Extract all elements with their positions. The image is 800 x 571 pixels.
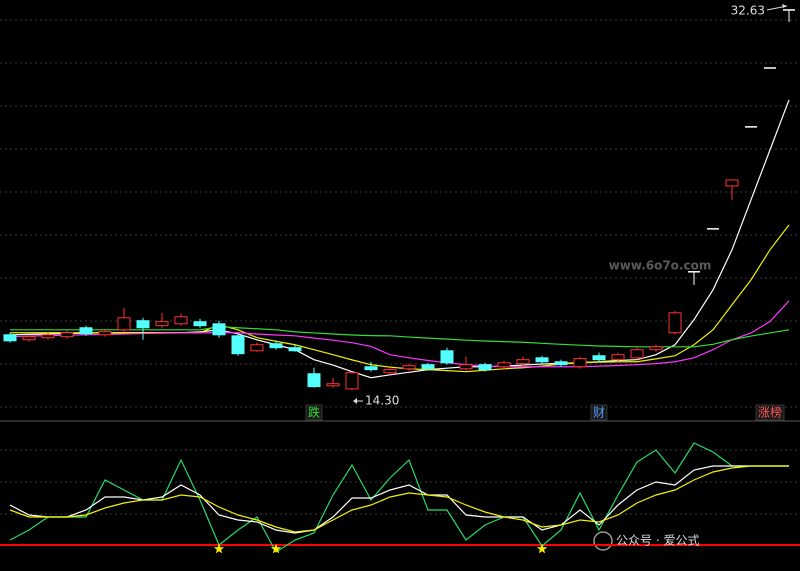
candle-body [459, 364, 473, 370]
indicator-line [10, 224, 790, 373]
grid [0, 19, 800, 515]
candle-body [573, 358, 587, 368]
candle-body [554, 361, 568, 366]
candle-body [516, 359, 530, 365]
high-arrow-head [782, 4, 787, 8]
candle-body [402, 365, 416, 370]
candle-body [117, 317, 131, 331]
candle-body [326, 383, 340, 387]
candle-body [630, 349, 644, 359]
star-marker [213, 543, 225, 554]
star-marker [270, 543, 282, 554]
candle-body [440, 350, 454, 364]
candle-body [497, 362, 511, 368]
candle-body [269, 343, 283, 349]
candle-body [383, 369, 397, 374]
candle-body [193, 321, 207, 327]
candle-body [136, 320, 150, 329]
star-marker [536, 543, 548, 554]
signal-label: 跌 [308, 405, 320, 420]
signal-label: 财 [593, 406, 605, 420]
candle-body [725, 179, 739, 187]
candle-body [288, 347, 302, 352]
indicator-line [9, 442, 789, 553]
candle-body [535, 357, 549, 363]
candle-body [649, 346, 663, 351]
candle-body [174, 316, 188, 325]
candle-body [60, 332, 74, 338]
candle-body [155, 321, 169, 327]
low-label: 14.30 [365, 394, 399, 408]
candle-body [592, 355, 606, 361]
candle-body [98, 331, 112, 336]
candle-body [668, 312, 682, 334]
candle-body [478, 364, 492, 371]
candle-body [421, 364, 435, 370]
signal-box [755, 404, 785, 421]
watermark: 公众号 · 爱公式 [616, 534, 699, 548]
signal-label: 涨榜 [758, 405, 782, 420]
candle-body [345, 372, 359, 390]
candle-body [231, 335, 245, 355]
indicator-line [9, 465, 789, 534]
candle-body [41, 334, 55, 339]
watermark: www.6o7o.com [609, 259, 712, 273]
candle-body [3, 334, 17, 342]
candle-body [212, 323, 226, 336]
candle-body [250, 344, 264, 352]
candle-body [364, 366, 378, 371]
candle-body [79, 327, 93, 335]
high-label: 32.63 [731, 4, 765, 18]
low-arrow-head [353, 398, 357, 404]
candle-body [22, 336, 36, 341]
wechat-icon [593, 531, 613, 551]
candle-body [307, 373, 321, 388]
indicator-line [9, 465, 789, 533]
signal-box [305, 404, 323, 421]
candle-body [611, 354, 625, 361]
indicator-line [9, 300, 790, 368]
signal-box [590, 404, 608, 421]
